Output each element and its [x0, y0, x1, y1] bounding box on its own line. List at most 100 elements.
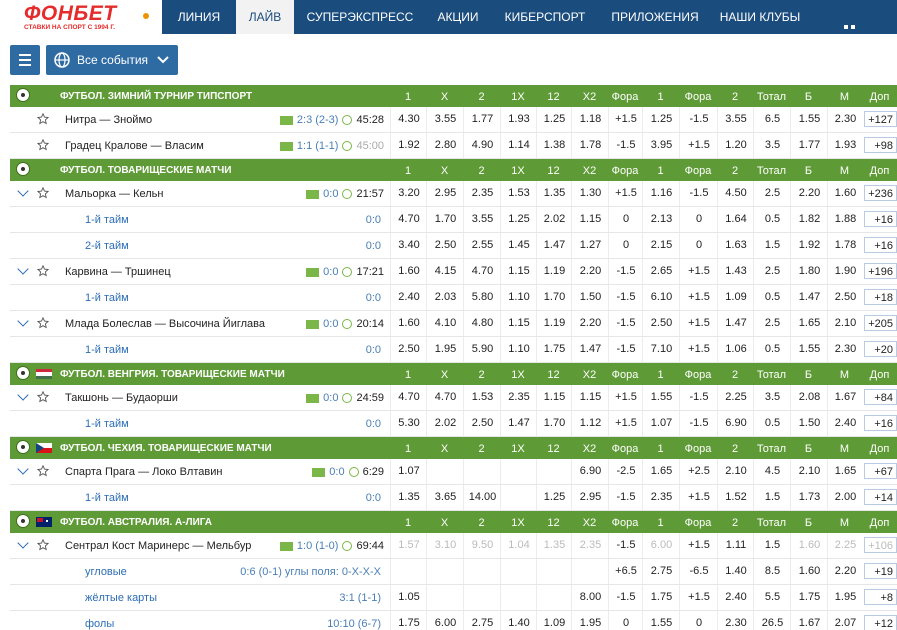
- odds-cell[interactable]: 2.10: [790, 459, 828, 484]
- odds-cell[interactable]: 4.15: [426, 259, 464, 284]
- odds-cell[interactable]: 1.04: [500, 533, 537, 558]
- odds-cell[interactable]: 1.15: [500, 311, 537, 336]
- more-markets[interactable]: +18: [864, 289, 897, 305]
- odds-cell[interactable]: 1.78: [571, 133, 609, 158]
- odds-cell[interactable]: 1.60: [790, 533, 828, 558]
- nav-item[interactable]: ЛИНИЯ: [177, 10, 221, 24]
- odds-cell[interactable]: 2.20: [571, 311, 609, 336]
- odds-cell[interactable]: -1.5: [608, 259, 643, 284]
- more-markets[interactable]: +106: [864, 537, 897, 553]
- expand-toggle[interactable]: [17, 263, 29, 275]
- expand-toggle[interactable]: [17, 537, 29, 549]
- odds-cell[interactable]: +1.5: [679, 311, 718, 336]
- odds-cell[interactable]: 2.5: [753, 259, 791, 284]
- odds-cell[interactable]: +1.5: [608, 181, 643, 206]
- more-markets[interactable]: +14: [864, 489, 897, 505]
- event-name[interactable]: Спарта Прага — Локо Влтавин: [65, 466, 223, 478]
- more-markets[interactable]: +8: [864, 589, 897, 605]
- odds-cell[interactable]: 2.35: [642, 485, 680, 510]
- event-name[interactable]: Такшонь — Будаорши: [65, 392, 178, 404]
- market-name[interactable]: 1-й тайм: [85, 492, 129, 504]
- favorite-star[interactable]: [36, 316, 50, 332]
- odds-cell[interactable]: 1.63: [717, 233, 754, 258]
- odds-cell[interactable]: 1.25: [642, 107, 680, 132]
- odds-cell[interactable]: 2.25: [827, 533, 863, 558]
- odds-cell[interactable]: 1.78: [827, 233, 863, 258]
- odds-cell[interactable]: 2.50: [426, 233, 464, 258]
- odds-cell[interactable]: 1.12: [571, 411, 609, 436]
- odds-cell[interactable]: 2.40: [827, 411, 863, 436]
- odds-cell[interactable]: 1.60: [390, 311, 427, 336]
- odds-cell[interactable]: 1.95: [571, 611, 609, 630]
- odds-cell[interactable]: 1.65: [827, 459, 863, 484]
- odds-cell[interactable]: -1.5: [679, 411, 718, 436]
- odds-cell[interactable]: +6.5: [608, 559, 643, 584]
- odds-cell[interactable]: 2.07: [827, 611, 863, 630]
- odds-cell[interactable]: 1.09: [717, 285, 754, 310]
- odds-cell[interactable]: 3.55: [717, 107, 754, 132]
- odds-cell[interactable]: 1.60: [827, 181, 863, 206]
- nav-item[interactable]: КИБЕРСПОРТ: [504, 10, 586, 24]
- odds-cell[interactable]: 2.10: [717, 459, 754, 484]
- odds-cell[interactable]: 1.19: [536, 311, 572, 336]
- odds-cell[interactable]: +1.5: [608, 385, 643, 410]
- odds-cell[interactable]: 1.57: [390, 533, 427, 558]
- odds-cell[interactable]: 2.30: [827, 107, 863, 132]
- odds-cell[interactable]: 1.70: [536, 411, 572, 436]
- odds-cell[interactable]: 1.5: [753, 533, 791, 558]
- expand-toggle[interactable]: [17, 315, 29, 327]
- odds-cell[interactable]: 2.50: [642, 311, 680, 336]
- odds-cell[interactable]: 1.52: [717, 485, 754, 510]
- odds-cell[interactable]: 1.50: [790, 411, 828, 436]
- odds-cell[interactable]: 2.00: [827, 485, 863, 510]
- odds-cell[interactable]: 2.75: [642, 559, 680, 584]
- more-markets[interactable]: +196: [864, 263, 897, 279]
- menu-button[interactable]: [10, 45, 40, 75]
- odds-cell[interactable]: +2.5: [679, 459, 718, 484]
- odds-cell[interactable]: 4.90: [463, 133, 501, 158]
- odds-cell[interactable]: 6.10: [642, 285, 680, 310]
- odds-cell[interactable]: 2.95: [426, 181, 464, 206]
- expand-toggle[interactable]: [17, 463, 29, 475]
- odds-cell[interactable]: 2.40: [390, 285, 427, 310]
- odds-cell[interactable]: 1.88: [827, 207, 863, 232]
- odds-cell[interactable]: 1.16: [642, 181, 680, 206]
- favorite-star[interactable]: [36, 264, 50, 280]
- odds-cell[interactable]: 1.55: [790, 107, 828, 132]
- event-name[interactable]: Сентрал Кост Маринерс — Мельбур: [65, 540, 252, 552]
- odds-cell[interactable]: +1.5: [679, 533, 718, 558]
- market-name[interactable]: жёлтые карты: [85, 592, 158, 604]
- odds-cell[interactable]: 3.95: [642, 133, 680, 158]
- odds-cell[interactable]: 1.40: [717, 559, 754, 584]
- odds-cell[interactable]: 3.55: [426, 107, 464, 132]
- odds-cell[interactable]: 3.5: [753, 133, 791, 158]
- odds-cell[interactable]: -6.5: [679, 559, 718, 584]
- odds-cell[interactable]: 1.50: [571, 285, 609, 310]
- odds-cell[interactable]: 1.10: [500, 337, 537, 362]
- odds-cell[interactable]: 1.35: [536, 181, 572, 206]
- odds-cell[interactable]: 6.00: [426, 611, 464, 630]
- market-name[interactable]: 1-й тайм: [85, 418, 129, 430]
- logo[interactable]: ФОНБЕТ СТАВКИ НА СПОРТ С 1994 Г.: [0, 0, 162, 34]
- odds-cell[interactable]: 2.02: [536, 207, 572, 232]
- odds-cell[interactable]: 2.35: [571, 533, 609, 558]
- odds-cell[interactable]: -1.5: [608, 285, 643, 310]
- odds-cell[interactable]: 0: [679, 611, 718, 630]
- odds-cell[interactable]: 1.15: [500, 259, 537, 284]
- odds-cell[interactable]: 1.65: [642, 459, 680, 484]
- odds-cell[interactable]: 1.95: [426, 337, 464, 362]
- odds-cell[interactable]: 2.02: [426, 411, 464, 436]
- odds-cell[interactable]: 1.47: [717, 311, 754, 336]
- odds-cell[interactable]: 3.20: [390, 181, 427, 206]
- odds-cell[interactable]: -1.5: [608, 133, 643, 158]
- odds-cell[interactable]: 1.93: [500, 107, 537, 132]
- odds-cell[interactable]: 1.60: [390, 259, 427, 284]
- odds-cell[interactable]: 5.5: [753, 585, 791, 610]
- odds-cell[interactable]: 1.05: [390, 585, 427, 610]
- odds-cell[interactable]: 1.53: [463, 385, 501, 410]
- odds-cell[interactable]: +1.5: [679, 259, 718, 284]
- odds-cell[interactable]: 6.90: [571, 459, 609, 484]
- market-name[interactable]: 1-й тайм: [85, 214, 129, 226]
- odds-cell[interactable]: 1.93: [827, 133, 863, 158]
- odds-cell[interactable]: 1.25: [536, 107, 572, 132]
